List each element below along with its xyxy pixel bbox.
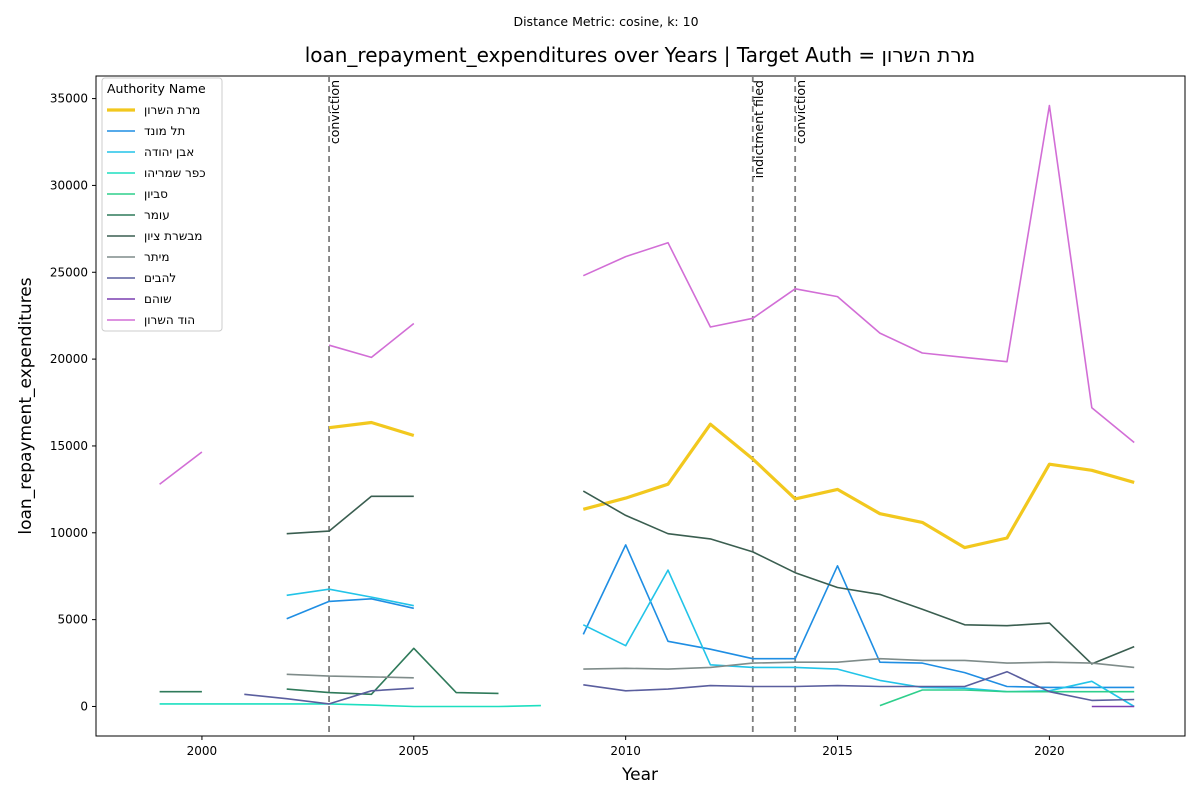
series-line	[286, 673, 414, 679]
legend-entry: הוד השרון	[144, 313, 195, 327]
legend-entry: אבן יהודה	[144, 145, 194, 159]
y-axis: 0 5000 10000 15000 20000 25000 30000 35000	[50, 92, 96, 713]
x-tick-label: 2015	[822, 744, 853, 758]
y-tick-label: 10000	[50, 526, 88, 540]
legend-entry: עומר	[144, 208, 170, 222]
plot-area	[95, 75, 1186, 737]
event-label: indictment filed	[751, 80, 766, 178]
series-line	[879, 689, 1135, 707]
series-line	[583, 657, 1135, 670]
series-line	[583, 670, 1135, 702]
series-line	[582, 422, 1135, 550]
series-line	[328, 322, 415, 359]
y-tick-label: 35000	[50, 92, 88, 106]
y-tick-label: 30000	[50, 178, 88, 192]
series-line	[286, 647, 499, 696]
y-tick-label: 20000	[50, 352, 88, 366]
series-lines	[159, 104, 1135, 708]
x-axis: 2000 2005 2010 2015 2020	[187, 736, 1065, 758]
legend-entry: כפר שמריהו	[144, 166, 206, 180]
series-line	[328, 420, 415, 438]
legend-entry: להבים	[144, 271, 176, 285]
chart-suptitle: Distance Metric: cosine, k: 10	[513, 14, 698, 29]
legend-entry: מבשרת ציון	[144, 229, 202, 243]
y-tick-label: 15000	[50, 439, 88, 453]
y-tick-label: 5000	[57, 613, 88, 627]
y-tick-label: 25000	[50, 265, 88, 279]
series-line	[582, 104, 1135, 444]
legend-entry: סביון	[144, 187, 168, 201]
series-line	[286, 597, 414, 620]
series-line	[286, 588, 414, 607]
x-tick-label: 2020	[1034, 744, 1065, 758]
event-label: conviction	[793, 80, 808, 144]
legend-entry: שוהם	[144, 292, 172, 306]
x-axis-label: Year	[621, 765, 658, 785]
legend-entry: מרת השרון	[144, 103, 200, 117]
event-label: conviction	[327, 80, 342, 144]
chart-title: loan_repayment_expenditures over Years |…	[305, 43, 976, 67]
legend-entry: תל מונד	[144, 124, 185, 138]
legend-entry: מיתר	[144, 250, 170, 264]
legend-frame	[101, 77, 223, 332]
y-axis-label: loan_repayment_expenditures	[16, 277, 36, 534]
series-line	[582, 490, 1135, 665]
series-line	[159, 451, 203, 485]
legend: Authority Name מרת השרון תל מונד אבן יהודה כ…	[101, 77, 223, 332]
series-line	[582, 544, 1135, 689]
y-tick-label: 0	[80, 699, 88, 713]
x-tick-label: 2000	[187, 744, 218, 758]
series-line	[286, 495, 414, 535]
x-tick-label: 2010	[610, 744, 641, 758]
series-line	[244, 687, 414, 705]
legend-title: Authority Name	[107, 81, 206, 96]
series-line	[159, 703, 541, 708]
event-markers: conviction indictment filed conviction	[327, 76, 808, 736]
x-tick-label: 2005	[399, 744, 430, 758]
